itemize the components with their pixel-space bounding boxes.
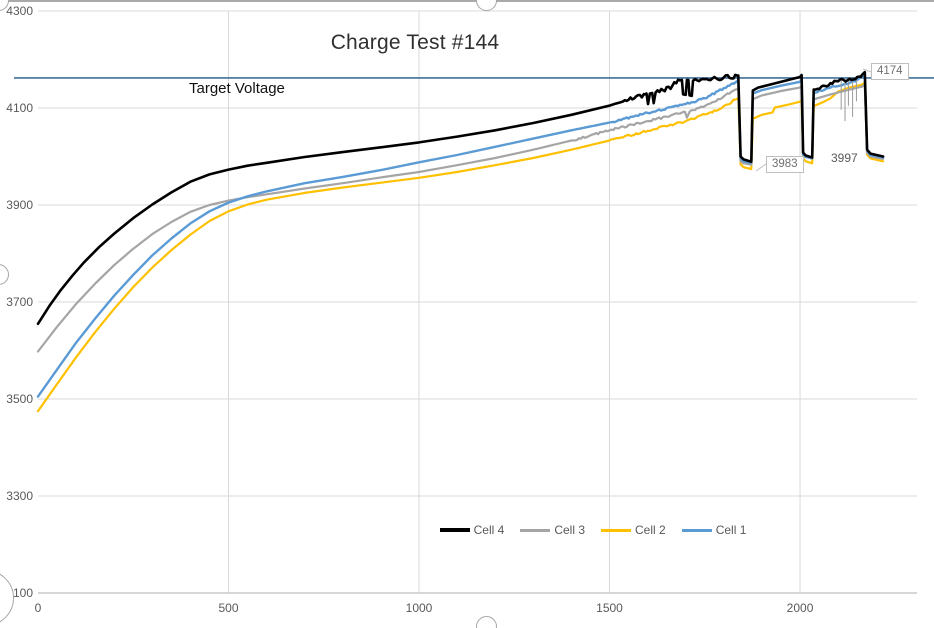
legend-item-cell-2[interactable]: Cell 2 <box>601 523 666 537</box>
selection-border-top <box>0 0 934 2</box>
series-cell-3-line[interactable] <box>36 83 885 353</box>
y-axis-tick-label: 3500 <box>6 392 33 406</box>
x-axis-tick-label: 2000 <box>787 601 814 615</box>
legend-item-cell-1[interactable]: Cell 1 <box>681 523 747 537</box>
series-cell-2-line[interactable] <box>36 81 885 413</box>
legend-item-cell-4[interactable]: Cell 4 <box>439 523 505 537</box>
legend-swatch-cell-4-icon <box>439 528 470 532</box>
legend-swatch-cell-2-icon <box>601 528 631 532</box>
y-axis-tick-label: 4100 <box>6 101 33 115</box>
x-axis-tick-label: 1000 <box>406 601 433 615</box>
y-axis-tick-label: 3900 <box>6 198 33 212</box>
series-cell-1-line[interactable] <box>36 74 885 398</box>
x-axis-tick-label: 0 <box>35 601 42 615</box>
data-label-min[interactable]: 3983 <box>766 156 804 173</box>
y-axis-tick-label: 4300 <box>6 4 33 18</box>
series-cell-4-line[interactable] <box>36 70 885 326</box>
legend-swatch-cell-3-icon <box>520 528 551 532</box>
y-axis-tick-label: 3700 <box>6 295 33 309</box>
legend-label: Cell 4 <box>473 523 505 537</box>
x-axis-tick-label: 1500 <box>596 601 623 615</box>
target-voltage-label[interactable]: Target Voltage <box>189 80 285 97</box>
legend-item-cell-3[interactable]: Cell 3 <box>520 523 585 537</box>
legend-label: Cell 1 <box>715 523 747 537</box>
x-axis-tick-label: 500 <box>218 601 238 615</box>
legend-label: Cell 3 <box>554 523 585 537</box>
legend-label: Cell 2 <box>635 523 666 537</box>
data-label-leader-line <box>755 163 767 172</box>
data-label-dip2[interactable]: 3997 <box>831 151 858 165</box>
y-axis-tick-label: 3300 <box>6 489 33 503</box>
chart-title[interactable]: Charge Test #144 <box>330 31 500 54</box>
data-label-leader-line <box>862 68 872 73</box>
data-label-max[interactable]: 4174 <box>871 63 909 80</box>
legend-swatch-cell-1-icon <box>681 528 712 532</box>
chart-legend[interactable]: Cell 4 Cell 3 Cell 2 Cell 1 <box>438 523 748 537</box>
